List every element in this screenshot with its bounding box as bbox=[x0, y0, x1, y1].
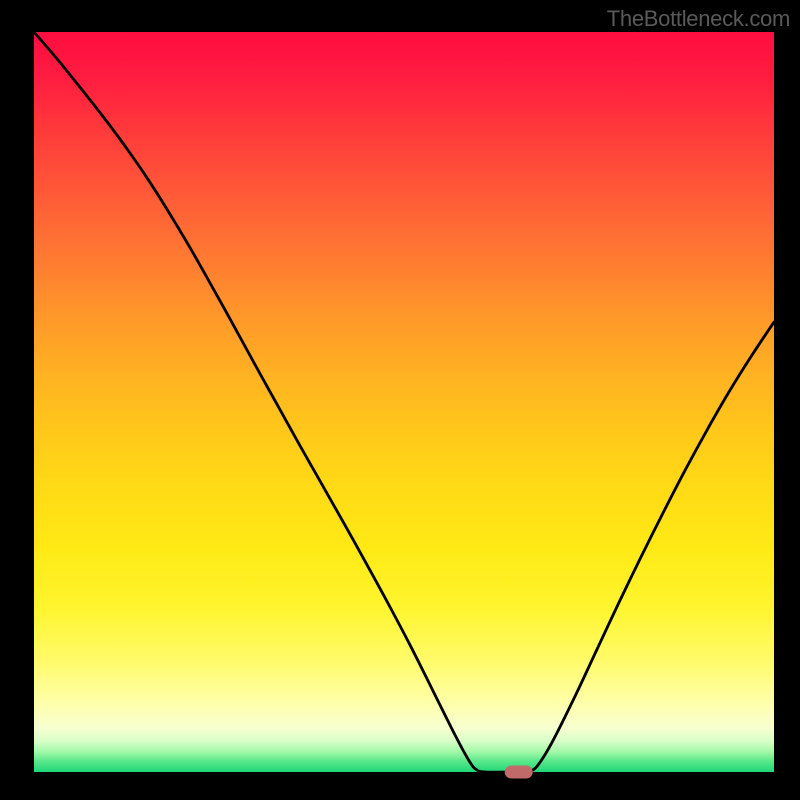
chart-container: TheBottleneck.com bbox=[0, 0, 800, 800]
chart-svg bbox=[0, 0, 800, 800]
plot-background bbox=[34, 32, 774, 772]
optimum-marker bbox=[505, 766, 533, 779]
watermark-label: TheBottleneck.com bbox=[607, 6, 790, 32]
